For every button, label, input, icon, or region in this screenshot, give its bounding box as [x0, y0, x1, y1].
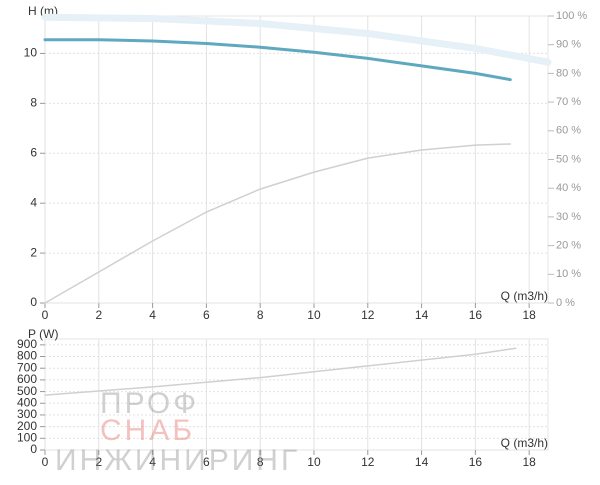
- series-line: [44, 347, 517, 396]
- x-tick-label: 2: [95, 455, 102, 469]
- x-tick-label: 8: [257, 308, 264, 322]
- series-line: [44, 143, 512, 304]
- y2-tick-label: 50 %: [556, 153, 581, 165]
- x-tick-label: 8: [257, 455, 264, 469]
- watermark-text: СНАБ: [100, 414, 195, 447]
- y2-tick-label: 70 %: [556, 96, 581, 108]
- y-tick-label: 4: [30, 195, 37, 209]
- y-tick-label: 10: [24, 46, 38, 60]
- y2-tick-label: 20 %: [556, 240, 581, 252]
- y-tick-label: 500: [17, 384, 37, 398]
- x-tick-label: 0: [42, 455, 49, 469]
- y-tick-label: 600: [17, 372, 37, 386]
- x-tick-label: 4: [149, 308, 156, 322]
- y-tick-label: 2: [30, 245, 37, 259]
- series-line: [43, 38, 512, 82]
- x-tick-label: 14: [415, 308, 429, 322]
- x-tick-label: 12: [361, 308, 375, 322]
- y2-tick-label: 80 %: [556, 67, 581, 79]
- x-tick-label: 18: [522, 455, 536, 469]
- y2-tick-label: 30 %: [556, 211, 581, 223]
- y-axis-label: P (W): [28, 327, 58, 341]
- series-line: [41, 13, 552, 66]
- watermark-text: ПРОФ: [100, 387, 199, 420]
- y2-tick-label: 40 %: [556, 182, 581, 194]
- y-tick-label: 0: [30, 442, 37, 456]
- x-tick-label: 10: [307, 308, 321, 322]
- x-tick-label: 6: [203, 455, 210, 469]
- x-tick-label: 14: [415, 455, 429, 469]
- y-tick-label: 8: [30, 96, 37, 110]
- x-tick-label: 10: [307, 455, 321, 469]
- y2-tick-label: 100 %: [556, 10, 587, 22]
- x-tick-label: 12: [361, 455, 375, 469]
- watermark-text: ИНЖИНИРИНГ: [55, 444, 300, 477]
- x-axis-label: Q (m3/h): [501, 289, 548, 303]
- y-tick-label: 6: [30, 145, 37, 159]
- y2-tick-label: 60 %: [556, 125, 581, 137]
- x-tick-label: 6: [203, 308, 210, 322]
- x-tick-label: 16: [469, 308, 483, 322]
- watermark: ПРОФ СНАБ ИНЖИНИРИНГ: [55, 387, 300, 477]
- y-tick-label: 100: [17, 430, 37, 444]
- x-tick-label: 18: [522, 308, 536, 322]
- x-tick-label: 16: [469, 455, 483, 469]
- y-tick-label: 0: [30, 295, 37, 309]
- y-tick-label: 900: [17, 337, 37, 351]
- y-tick-label: 200: [17, 419, 37, 433]
- y-tick-label: 700: [17, 360, 37, 374]
- x-tick-label: 2: [95, 308, 102, 322]
- y2-tick-label: 0 %: [556, 297, 575, 309]
- y-tick-label: 300: [17, 407, 37, 421]
- x-tick-label: 0: [42, 308, 49, 322]
- y2-tick-label: 90 %: [556, 39, 581, 51]
- y-tick-label: 800: [17, 349, 37, 363]
- x-tick-label: 4: [149, 455, 156, 469]
- y2-tick-label: 10 %: [556, 268, 581, 280]
- x-axis-label: Q (m3/h): [501, 436, 548, 450]
- y-tick-label: 400: [17, 395, 37, 409]
